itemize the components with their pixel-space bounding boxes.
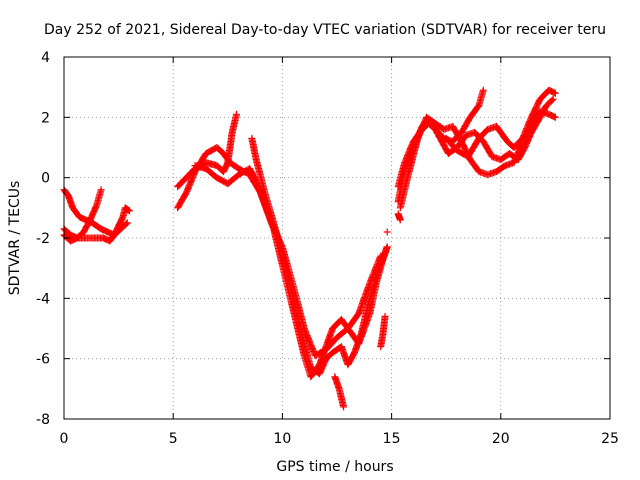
x-axis-title: GPS time / hours: [276, 459, 393, 475]
series-track-8: [331, 373, 348, 411]
data-point-markers: [248, 134, 391, 378]
data-point-markers: [394, 210, 404, 224]
data-point-markers: [383, 228, 391, 236]
series-track-10: [383, 228, 391, 236]
x-tick-label: 15: [383, 431, 401, 447]
y-tick-label: -6: [36, 352, 50, 368]
y-tick-label: 4: [41, 50, 50, 66]
chart-title: Day 252 of 2021, Sidereal Day-to-day VTE…: [44, 22, 606, 38]
y-axis-title: SDTVAR / TECUs: [7, 181, 23, 296]
series-track-7: [248, 134, 391, 378]
y-tick-label: -8: [36, 412, 50, 428]
y-tick-label: -2: [36, 231, 50, 247]
data-point-markers: [442, 86, 559, 161]
y-tick-label: -4: [36, 291, 50, 307]
data-point-markers: [331, 373, 348, 411]
y-tick-label: 0: [41, 171, 50, 187]
x-tick-label: 25: [601, 431, 619, 447]
x-tick-label: 10: [273, 431, 291, 447]
y-tick-label: 2: [41, 110, 50, 126]
x-tick-label: 5: [169, 431, 178, 447]
x-tick-label: 0: [60, 431, 69, 447]
data-point-markers: [377, 312, 389, 351]
series-track-9: [377, 312, 389, 351]
grid: [64, 57, 610, 419]
x-tick-label: 20: [492, 431, 510, 447]
data-marks: [60, 86, 559, 411]
series-track-14: [442, 86, 559, 161]
series-track-15: [394, 210, 404, 224]
